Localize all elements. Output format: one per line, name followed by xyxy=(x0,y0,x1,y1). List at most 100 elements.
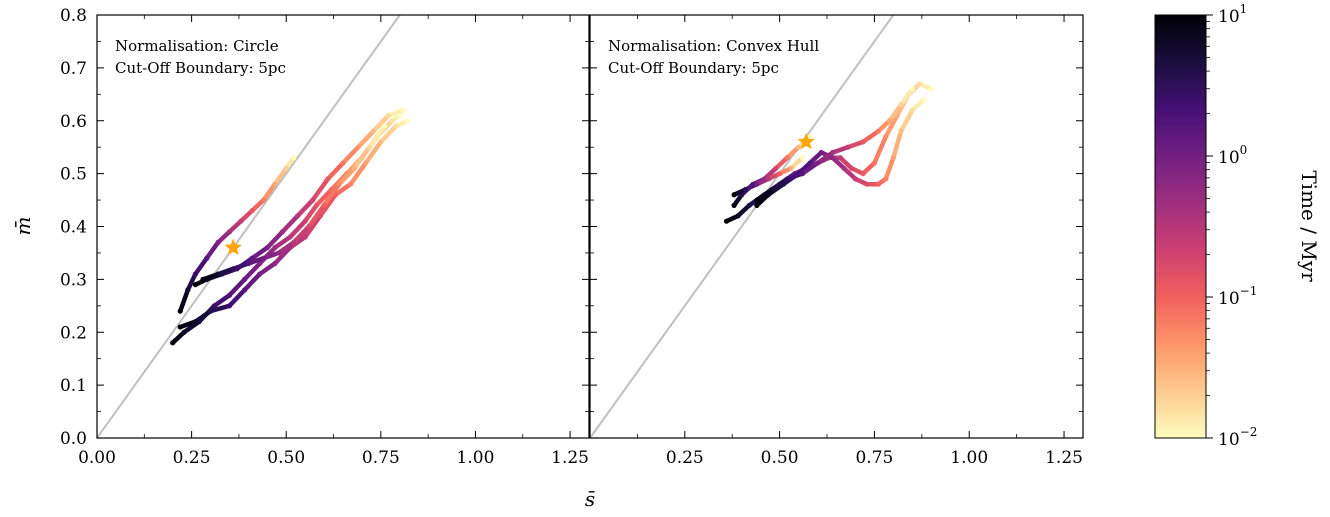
data-point xyxy=(393,123,399,129)
track-segment xyxy=(321,181,342,208)
track-segment xyxy=(891,129,904,161)
track-segment xyxy=(306,203,327,229)
data-point xyxy=(883,134,889,140)
x-tick-label: 0.25 xyxy=(666,448,704,468)
data-point xyxy=(170,340,176,346)
track-segment xyxy=(302,213,323,240)
y-tick-label: 0.6 xyxy=(60,112,87,132)
colorbar-title: Time / Myr xyxy=(1297,170,1321,282)
data-point xyxy=(746,202,752,208)
track-segment xyxy=(276,240,297,256)
data-point xyxy=(773,165,779,171)
track-segment xyxy=(242,261,262,282)
track-segment xyxy=(815,150,835,166)
track-segment xyxy=(363,139,384,166)
track-segment xyxy=(845,139,866,150)
y-tick-label: 0.8 xyxy=(60,6,87,26)
data-point xyxy=(200,276,206,282)
track-segment xyxy=(178,319,198,330)
track-segment xyxy=(754,187,775,203)
data-point xyxy=(181,329,187,335)
track-segment xyxy=(295,197,315,219)
track-segment xyxy=(769,176,790,192)
track-segment xyxy=(340,144,361,166)
data-point xyxy=(226,303,233,309)
data-point xyxy=(860,171,866,177)
track-segment xyxy=(227,287,247,309)
track-segment xyxy=(272,245,293,266)
data-point xyxy=(177,308,183,314)
track-segment xyxy=(257,261,278,277)
star-marker xyxy=(797,132,815,150)
track-segment xyxy=(800,160,820,176)
data-point xyxy=(777,171,783,177)
identity-line xyxy=(97,15,401,438)
data-point xyxy=(276,250,282,256)
track-segment xyxy=(200,271,221,282)
y-tick-label: 0.4 xyxy=(60,218,87,238)
data-point xyxy=(192,319,198,325)
identity-line xyxy=(590,15,895,438)
data-point xyxy=(898,128,904,134)
track-segment xyxy=(302,203,319,224)
star-marker xyxy=(224,238,242,255)
data-point xyxy=(389,118,395,124)
data-point xyxy=(807,134,813,140)
data-point xyxy=(830,149,836,156)
data-point xyxy=(192,271,198,277)
data-point xyxy=(204,255,210,261)
track-segment xyxy=(227,277,247,298)
data-point xyxy=(257,271,263,277)
data-point xyxy=(302,234,308,240)
data-point xyxy=(754,197,760,203)
data-point xyxy=(207,308,214,314)
data-point xyxy=(909,86,915,92)
data-point xyxy=(864,181,870,187)
data-point xyxy=(177,324,183,330)
data-point xyxy=(242,287,248,293)
track-segment xyxy=(333,181,353,198)
data-point xyxy=(883,176,889,182)
data-point xyxy=(875,181,881,187)
track-segment xyxy=(883,155,896,182)
data-point xyxy=(849,165,855,171)
data-point xyxy=(370,128,376,134)
data-point xyxy=(852,176,859,182)
track-segment xyxy=(246,255,266,266)
track-segment xyxy=(193,255,210,277)
track-segment xyxy=(386,107,406,118)
data-point xyxy=(795,144,802,150)
data-point xyxy=(340,160,346,166)
data-point xyxy=(366,144,373,150)
data-point xyxy=(260,197,267,203)
track-segment xyxy=(208,303,232,314)
track-segment xyxy=(883,113,900,139)
data-point xyxy=(754,202,760,208)
data-point xyxy=(400,107,407,113)
track-segment xyxy=(898,107,915,134)
track-segment xyxy=(348,160,368,187)
panel-annotation: Normalisation: Circle xyxy=(115,37,279,55)
data-point xyxy=(313,202,320,208)
track-segment xyxy=(898,86,915,108)
data-point xyxy=(245,260,251,267)
data-point xyxy=(818,149,824,156)
track-segment xyxy=(178,287,191,314)
track-segment xyxy=(185,271,198,293)
track-segment xyxy=(367,123,387,150)
track-segment xyxy=(325,160,346,182)
y-tick-label: 0.1 xyxy=(60,376,87,396)
x-tick-label: 0.75 xyxy=(362,448,400,468)
track-segment xyxy=(336,166,357,187)
panel-annotation: Normalisation: Convex Hull xyxy=(608,37,819,55)
data-point xyxy=(799,171,805,177)
data-point xyxy=(283,165,289,171)
data-point xyxy=(264,245,270,251)
data-point xyxy=(302,218,308,224)
track-segment xyxy=(860,129,881,145)
track-segment xyxy=(355,129,376,150)
track-segment xyxy=(310,176,331,203)
data-point xyxy=(215,239,221,245)
y-tick-label: 0.5 xyxy=(60,165,87,185)
